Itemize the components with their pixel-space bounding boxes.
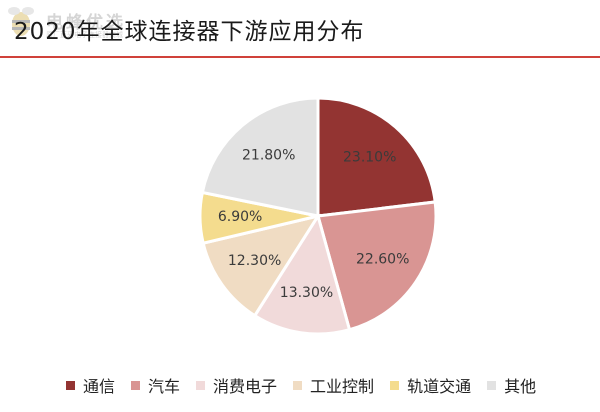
legend-label-3: 工业控制	[310, 377, 375, 396]
chart-legend: 通信 汽车 消费电子 工业控制 轨道交通 其他	[66, 372, 536, 398]
legend-swatch-2	[196, 380, 206, 390]
legend-swatch-5	[487, 380, 497, 390]
legend-label-1: 汽车	[148, 377, 181, 396]
pie-slice-value-label-5: 21.80%	[242, 148, 295, 164]
legend-swatch-0	[66, 380, 75, 390]
pie-slice-0	[316, 96, 437, 218]
pie-slice-value-label-0: 23.10%	[343, 150, 396, 166]
legend-item-1: 汽车	[131, 373, 180, 397]
pie-slice-5	[200, 96, 320, 218]
pie-slice-value-label-2: 13.30%	[280, 285, 333, 301]
pie-slice-1	[316, 200, 438, 332]
pie-slice-value-label-1: 22.60%	[356, 251, 409, 267]
title-divider	[0, 56, 600, 58]
pie-slice-3	[201, 213, 322, 318]
legend-item-5: 其他	[487, 373, 536, 397]
legend-swatch-3	[293, 380, 303, 390]
legend-label-5: 其他	[504, 377, 537, 396]
legend-swatch-4	[390, 380, 400, 390]
legend-label-4: 轨道交通	[407, 377, 472, 396]
pie-slice-value-label-4: 6.90%	[218, 209, 262, 225]
legend-item-2: 消费电子	[196, 373, 277, 397]
pie-slice-2	[252, 212, 352, 336]
legend-label-2: 消费电子	[213, 377, 278, 396]
pie-slice-value-label-3: 12.30%	[228, 253, 281, 269]
legend-swatch-1	[131, 380, 141, 390]
legend-label-0: 通信	[83, 377, 116, 396]
chart-title: 2020年全球连接器下游应用分布	[14, 19, 365, 45]
legend-item-0: 通信	[66, 373, 115, 397]
legend-item-3: 工业控制	[293, 373, 374, 397]
legend-item-4: 轨道交通	[390, 373, 471, 397]
